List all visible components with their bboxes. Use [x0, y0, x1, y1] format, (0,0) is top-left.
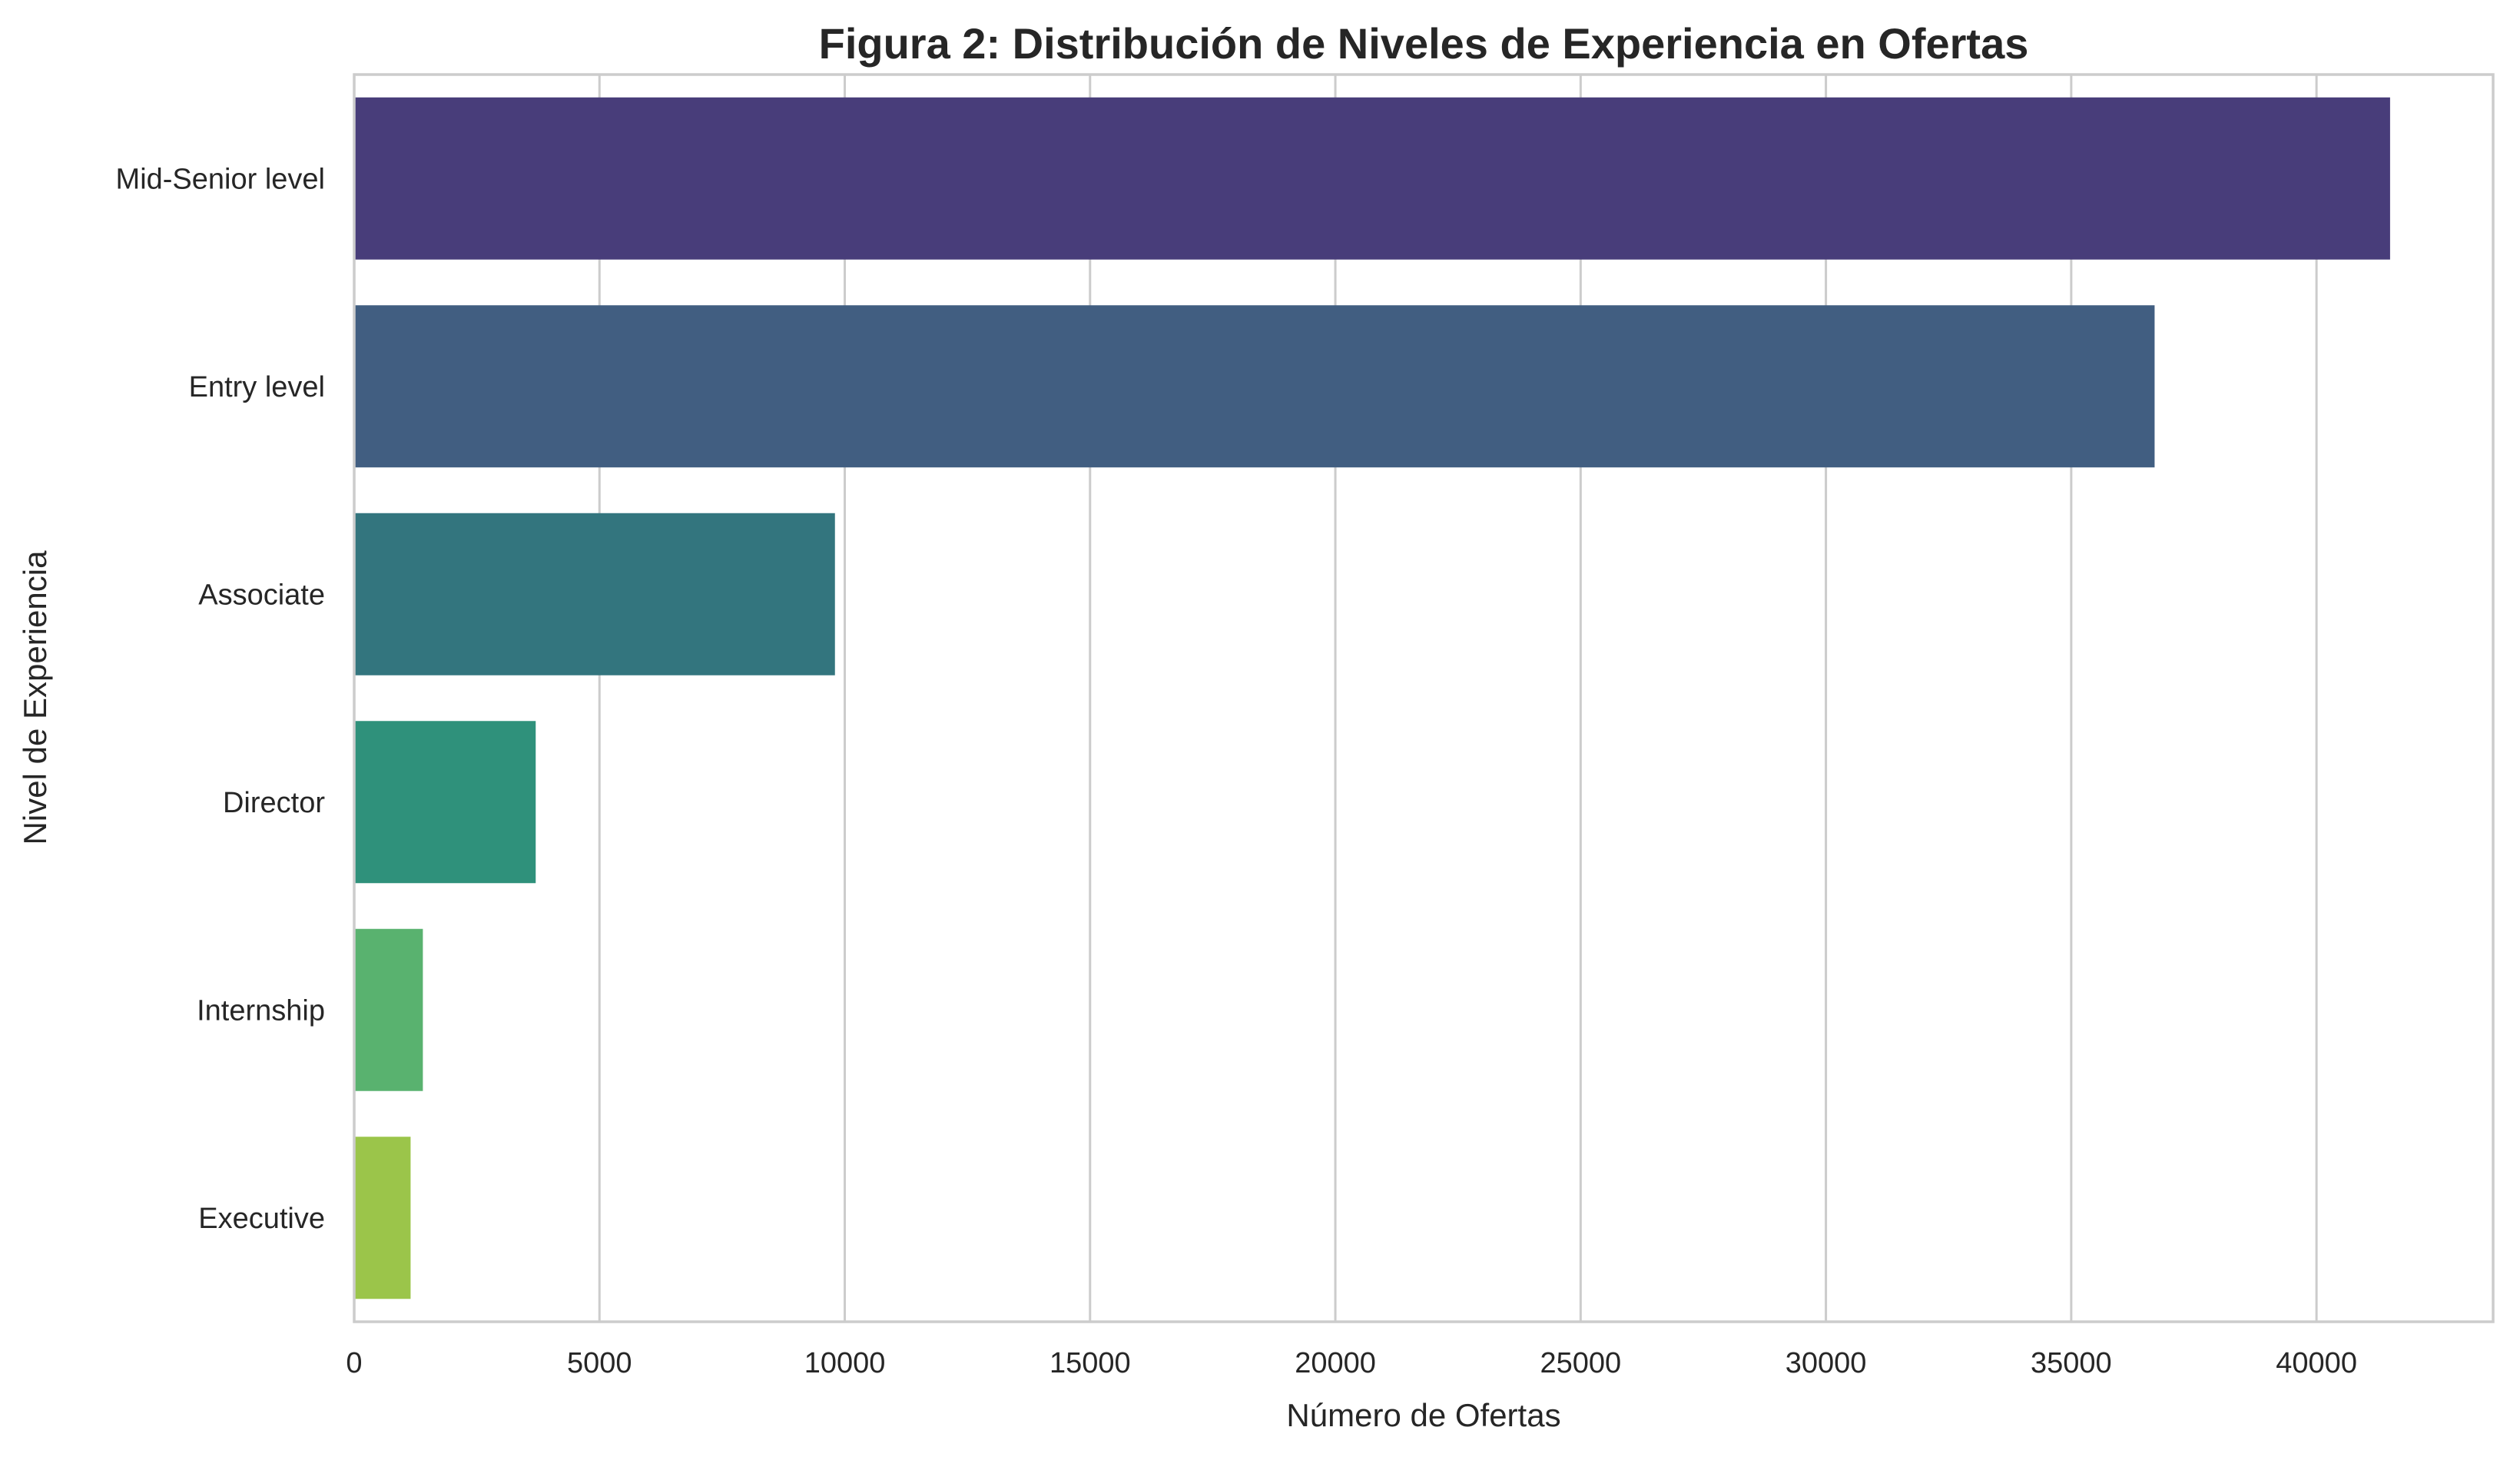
x-tick-label: 0: [346, 1347, 362, 1379]
x-tick-labels: 0 5000 10000 15000 20000 25000 30000 35000 40000: [346, 1347, 2357, 1379]
y-tick-label: Mid-Senior level: [116, 163, 325, 195]
x-tick-label: 15000: [1049, 1347, 1131, 1379]
x-tick-label: 30000: [1786, 1347, 1867, 1379]
bar: [354, 513, 835, 675]
x-tick-label: 25000: [1540, 1347, 1621, 1379]
y-tick-labels: Mid-Senior level Entry level Associate Dire…: [116, 163, 326, 1235]
bar: [354, 721, 536, 884]
y-axis-label: Nivel de Experiencia: [17, 550, 53, 845]
y-tick-label: Internship: [197, 994, 325, 1027]
chart-title: Figura 2: Distribución de Niveles de Exp…: [819, 19, 2029, 68]
y-tick-label: Director: [223, 787, 325, 819]
grid-lines: [353, 75, 2318, 1322]
y-tick-label: Executive: [198, 1203, 325, 1235]
bars: [354, 97, 2390, 1299]
plot-frame: [353, 73, 2495, 1323]
x-axis-label: Número de Ofertas: [1286, 1397, 1560, 1433]
x-tick-label: 35000: [2031, 1347, 2112, 1379]
y-tick-label: Entry level: [189, 371, 325, 403]
bar: [354, 97, 2390, 260]
x-tick-label: 40000: [2276, 1347, 2357, 1379]
bar: [354, 1137, 411, 1299]
y-tick-label: Associate: [198, 579, 325, 611]
bar: [354, 928, 423, 1091]
bar: [354, 305, 2155, 468]
x-tick-label: 20000: [1295, 1347, 1376, 1379]
x-tick-label: 10000: [804, 1347, 886, 1379]
x-tick-label: 5000: [567, 1347, 632, 1379]
